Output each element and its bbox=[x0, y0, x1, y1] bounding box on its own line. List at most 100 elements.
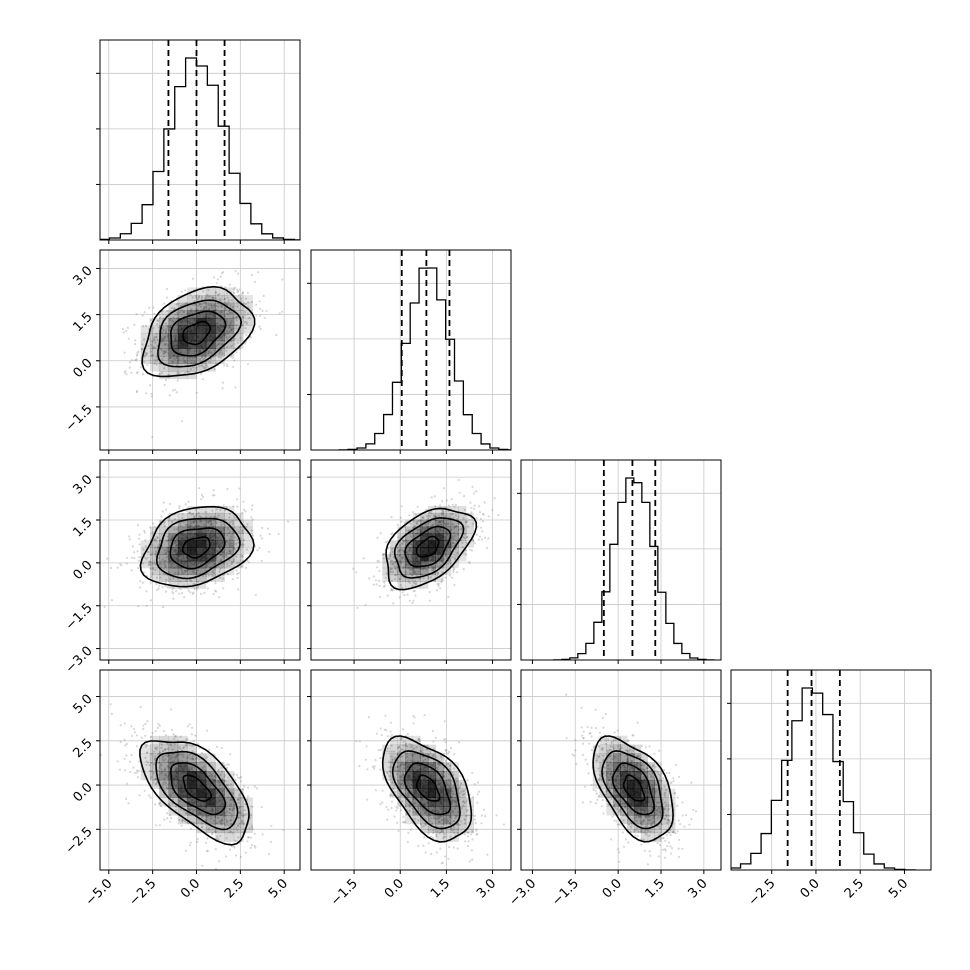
scatter-point bbox=[421, 807, 424, 810]
scatter-point bbox=[459, 528, 462, 531]
scatter-point bbox=[196, 840, 199, 844]
density-cell bbox=[159, 560, 169, 569]
density-cell bbox=[215, 533, 225, 541]
scatter-point bbox=[154, 777, 158, 780]
scatter-point bbox=[412, 534, 415, 537]
scatter-point bbox=[175, 544, 178, 547]
density-cell bbox=[159, 574, 169, 582]
scatter-point bbox=[142, 562, 145, 565]
scatter-point bbox=[224, 818, 227, 821]
scatter-point bbox=[166, 324, 169, 327]
scatter-point bbox=[160, 768, 163, 771]
scatter-point bbox=[422, 760, 425, 763]
scatter-point bbox=[144, 351, 147, 354]
scatter-point bbox=[236, 561, 239, 564]
scatter-point bbox=[240, 819, 243, 822]
scatter-point bbox=[420, 573, 423, 576]
scatter-point bbox=[242, 815, 245, 818]
density-cell bbox=[215, 815, 225, 825]
panel-frame bbox=[520, 459, 722, 661]
scatter-point bbox=[227, 313, 230, 316]
scatter-point bbox=[196, 585, 199, 589]
scatter-point bbox=[402, 773, 405, 776]
scatter-point bbox=[176, 313, 179, 316]
density-cell bbox=[149, 355, 160, 364]
scatter-point bbox=[159, 561, 162, 565]
density-blocks bbox=[140, 735, 253, 842]
scatter-point bbox=[167, 803, 170, 806]
density-cell bbox=[389, 554, 398, 562]
scatter-point bbox=[412, 520, 415, 523]
scatter-point bbox=[201, 760, 204, 763]
scatter-point bbox=[162, 352, 165, 355]
scatter-point bbox=[207, 521, 210, 524]
scatter-point bbox=[171, 535, 174, 538]
density-cell bbox=[159, 554, 169, 562]
scatter-point bbox=[427, 842, 430, 845]
density-cell bbox=[224, 533, 235, 541]
scatter-point bbox=[388, 760, 391, 764]
density-cell bbox=[177, 762, 188, 772]
scatter-point bbox=[240, 555, 243, 558]
density-cell bbox=[450, 519, 459, 528]
scatter-point bbox=[235, 351, 238, 354]
panel-frame bbox=[99, 39, 301, 241]
scatter-point bbox=[408, 809, 411, 812]
scatter-point bbox=[203, 306, 206, 309]
scatter-point bbox=[395, 769, 398, 772]
scatter-point bbox=[235, 324, 238, 327]
density-cell bbox=[177, 533, 188, 541]
scatter-point bbox=[218, 576, 222, 579]
scatter-point bbox=[390, 589, 394, 592]
scatter-point bbox=[241, 821, 245, 824]
scatter-point bbox=[233, 547, 236, 550]
scatter-point bbox=[237, 801, 240, 804]
scatter-point bbox=[227, 776, 230, 779]
scatter-point bbox=[207, 828, 210, 831]
scatter-point bbox=[207, 352, 210, 355]
scatter-point bbox=[170, 728, 174, 732]
scatter-point bbox=[162, 755, 165, 758]
scatter-point bbox=[136, 353, 139, 356]
scatter-point bbox=[119, 740, 122, 744]
scatter-point bbox=[183, 520, 186, 524]
scatter-point bbox=[448, 773, 451, 776]
scatter-point bbox=[480, 538, 484, 541]
scatter-point bbox=[239, 780, 243, 783]
scatter-point bbox=[384, 714, 387, 717]
density-cell bbox=[196, 823, 207, 834]
scatter-point bbox=[220, 343, 223, 346]
scatter-point bbox=[434, 519, 437, 522]
scatter-point bbox=[432, 569, 435, 572]
scatter-point bbox=[430, 817, 433, 820]
scatter-point bbox=[454, 557, 457, 560]
y-tick-label: 1.5 bbox=[70, 310, 95, 335]
density-cell bbox=[149, 348, 160, 357]
scatter-point bbox=[440, 815, 443, 818]
scatter-point bbox=[172, 577, 175, 580]
scatter-point bbox=[188, 511, 191, 515]
scatter-point bbox=[225, 554, 228, 557]
scatter-point bbox=[200, 364, 203, 367]
scatter-point bbox=[211, 509, 214, 512]
scatter-point bbox=[462, 568, 465, 571]
scatter-point bbox=[178, 357, 181, 360]
scatter-point bbox=[403, 521, 406, 524]
scatter-point bbox=[155, 536, 159, 539]
scatter-point bbox=[477, 538, 480, 541]
density-cell bbox=[196, 788, 207, 798]
scatter-point bbox=[236, 305, 239, 308]
scatter-point bbox=[442, 520, 445, 523]
scatter-point bbox=[92, 761, 94, 763]
scatter-point bbox=[238, 812, 241, 815]
scatter-point bbox=[206, 587, 209, 590]
scatter-point bbox=[467, 831, 470, 835]
scatter-point bbox=[417, 570, 420, 573]
scatter-point bbox=[215, 830, 218, 833]
scatter-point bbox=[470, 511, 473, 514]
scatter-point bbox=[135, 372, 138, 375]
scatter-point bbox=[158, 802, 162, 805]
scatter-point bbox=[138, 543, 141, 546]
scatter-point bbox=[213, 819, 216, 822]
scatter-point bbox=[471, 877, 473, 879]
